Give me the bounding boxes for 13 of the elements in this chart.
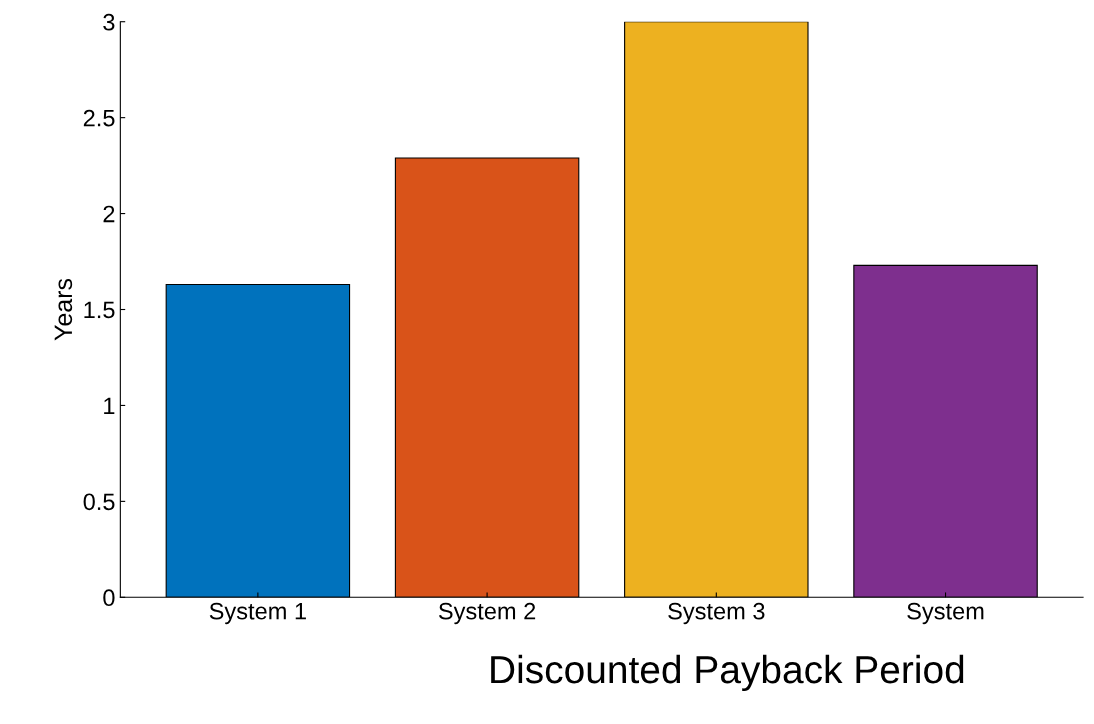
y-tick-label: 2: [103, 205, 115, 223]
y-tick-label: 1: [104, 397, 115, 414]
x-tick-label: System: [907, 602, 984, 625]
y-tick-label: 0: [103, 589, 115, 607]
y-tick-label: 1.5: [84, 301, 115, 319]
x-tick-label: System 1: [209, 602, 306, 625]
x-axis-title: Discounted Payback Period: [491, 654, 964, 692]
y-tick-label: 0.5: [83, 493, 115, 511]
y-axis-title: Years: [54, 278, 73, 341]
x-tick-label: System 2: [438, 602, 536, 625]
x-tick-label: System 3: [668, 602, 765, 625]
y-tick-label: 2.5: [83, 109, 115, 127]
y-tick-label: 3: [103, 13, 115, 31]
